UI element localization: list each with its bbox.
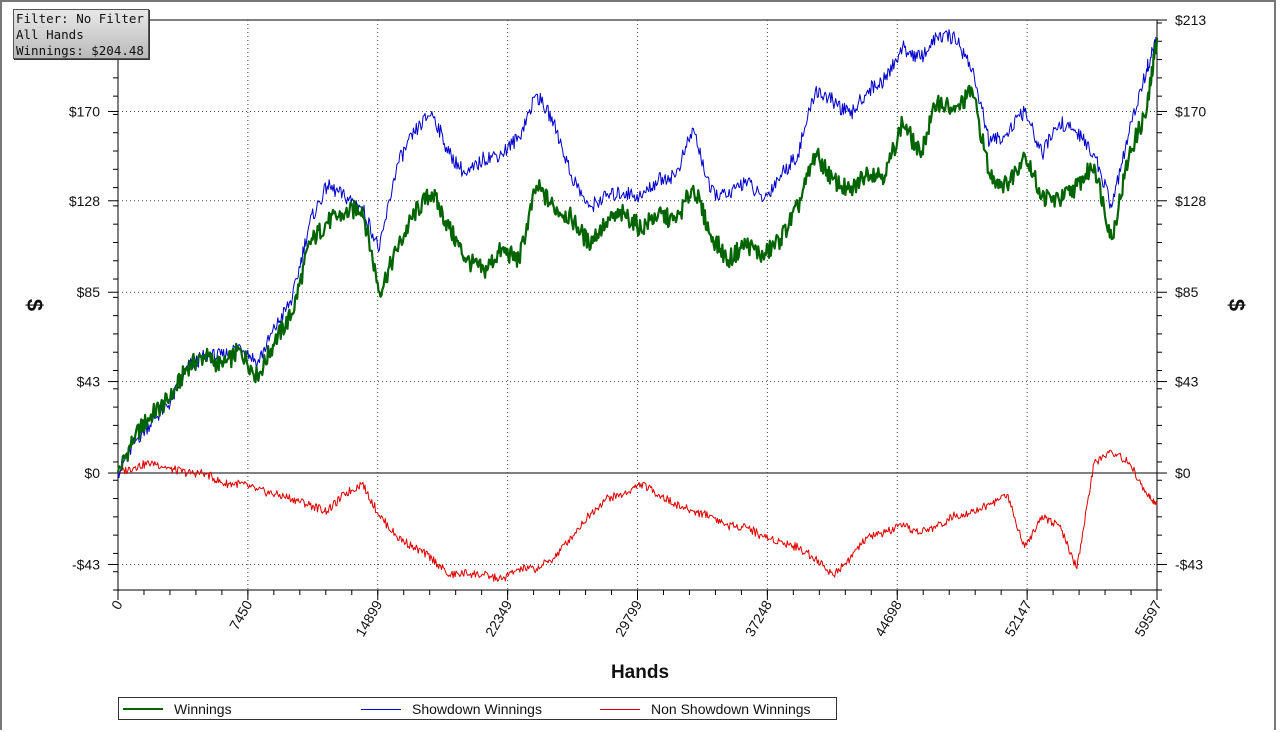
legend-item-showdown: Showdown Winnings xyxy=(361,701,542,717)
y-tick-label-left: $43 xyxy=(77,374,101,390)
chart-legend: Winnings Showdown Winnings Non Showdown … xyxy=(118,697,837,720)
x-tick-label: 29799 xyxy=(612,597,645,639)
x-tick-label: 59597 xyxy=(1131,597,1164,639)
legend-swatch-non-showdown xyxy=(600,708,640,710)
y-tick-label-left: $128 xyxy=(69,193,100,209)
legend-label-non-showdown: Non Showdown Winnings xyxy=(651,701,811,717)
y-tick-label-right: $85 xyxy=(1175,284,1199,300)
x-tick-label: 22349 xyxy=(482,597,515,639)
y-tick-label-left: $170 xyxy=(69,103,100,119)
y-tick-label-left: $0 xyxy=(84,465,100,481)
y-tick-label-right: $128 xyxy=(1175,193,1206,209)
legend-item-winnings: Winnings xyxy=(123,701,232,717)
series-line-non-showdown-winnings xyxy=(117,449,1158,582)
filter-info-box: Filter: No Filter All Hands Winnings: $2… xyxy=(13,9,149,59)
series-line-showdown-winnings xyxy=(117,29,1158,479)
y-tick-label-left: -$43 xyxy=(72,556,100,572)
x-tick-label: 52147 xyxy=(1001,597,1034,639)
x-tick-label: 37248 xyxy=(742,597,775,639)
legend-item-non-showdown: Non Showdown Winnings xyxy=(600,701,811,717)
hands-text: All Hands xyxy=(16,27,84,42)
x-tick-label: 14899 xyxy=(352,597,385,639)
legend-swatch-winnings xyxy=(123,708,163,710)
x-tick-label: 44698 xyxy=(872,597,905,639)
y-axis-title-right: $ xyxy=(1224,298,1249,312)
y-tick-label-right: $0 xyxy=(1175,465,1191,481)
legend-swatch-showdown xyxy=(361,708,401,710)
legend-label-showdown: Showdown Winnings xyxy=(412,701,542,717)
filter-text: Filter: No Filter xyxy=(16,11,144,26)
y-tick-label-right: $170 xyxy=(1175,103,1206,119)
x-tick-label: 0 xyxy=(108,597,126,612)
x-tick-label: 7450 xyxy=(226,597,256,632)
y-tick-label-right: $213 xyxy=(1175,12,1206,28)
legend-label-winnings: Winnings xyxy=(174,701,232,717)
series-line-winnings xyxy=(116,38,1159,474)
y-tick-label-right: $43 xyxy=(1175,374,1199,390)
y-axis-title-left: $ xyxy=(22,298,47,312)
winnings-text: Winnings: $204.48 xyxy=(16,43,144,58)
y-tick-label-left: $85 xyxy=(77,284,101,300)
x-axis-title: Hands xyxy=(610,662,670,683)
y-tick-label-right: -$43 xyxy=(1175,556,1203,572)
